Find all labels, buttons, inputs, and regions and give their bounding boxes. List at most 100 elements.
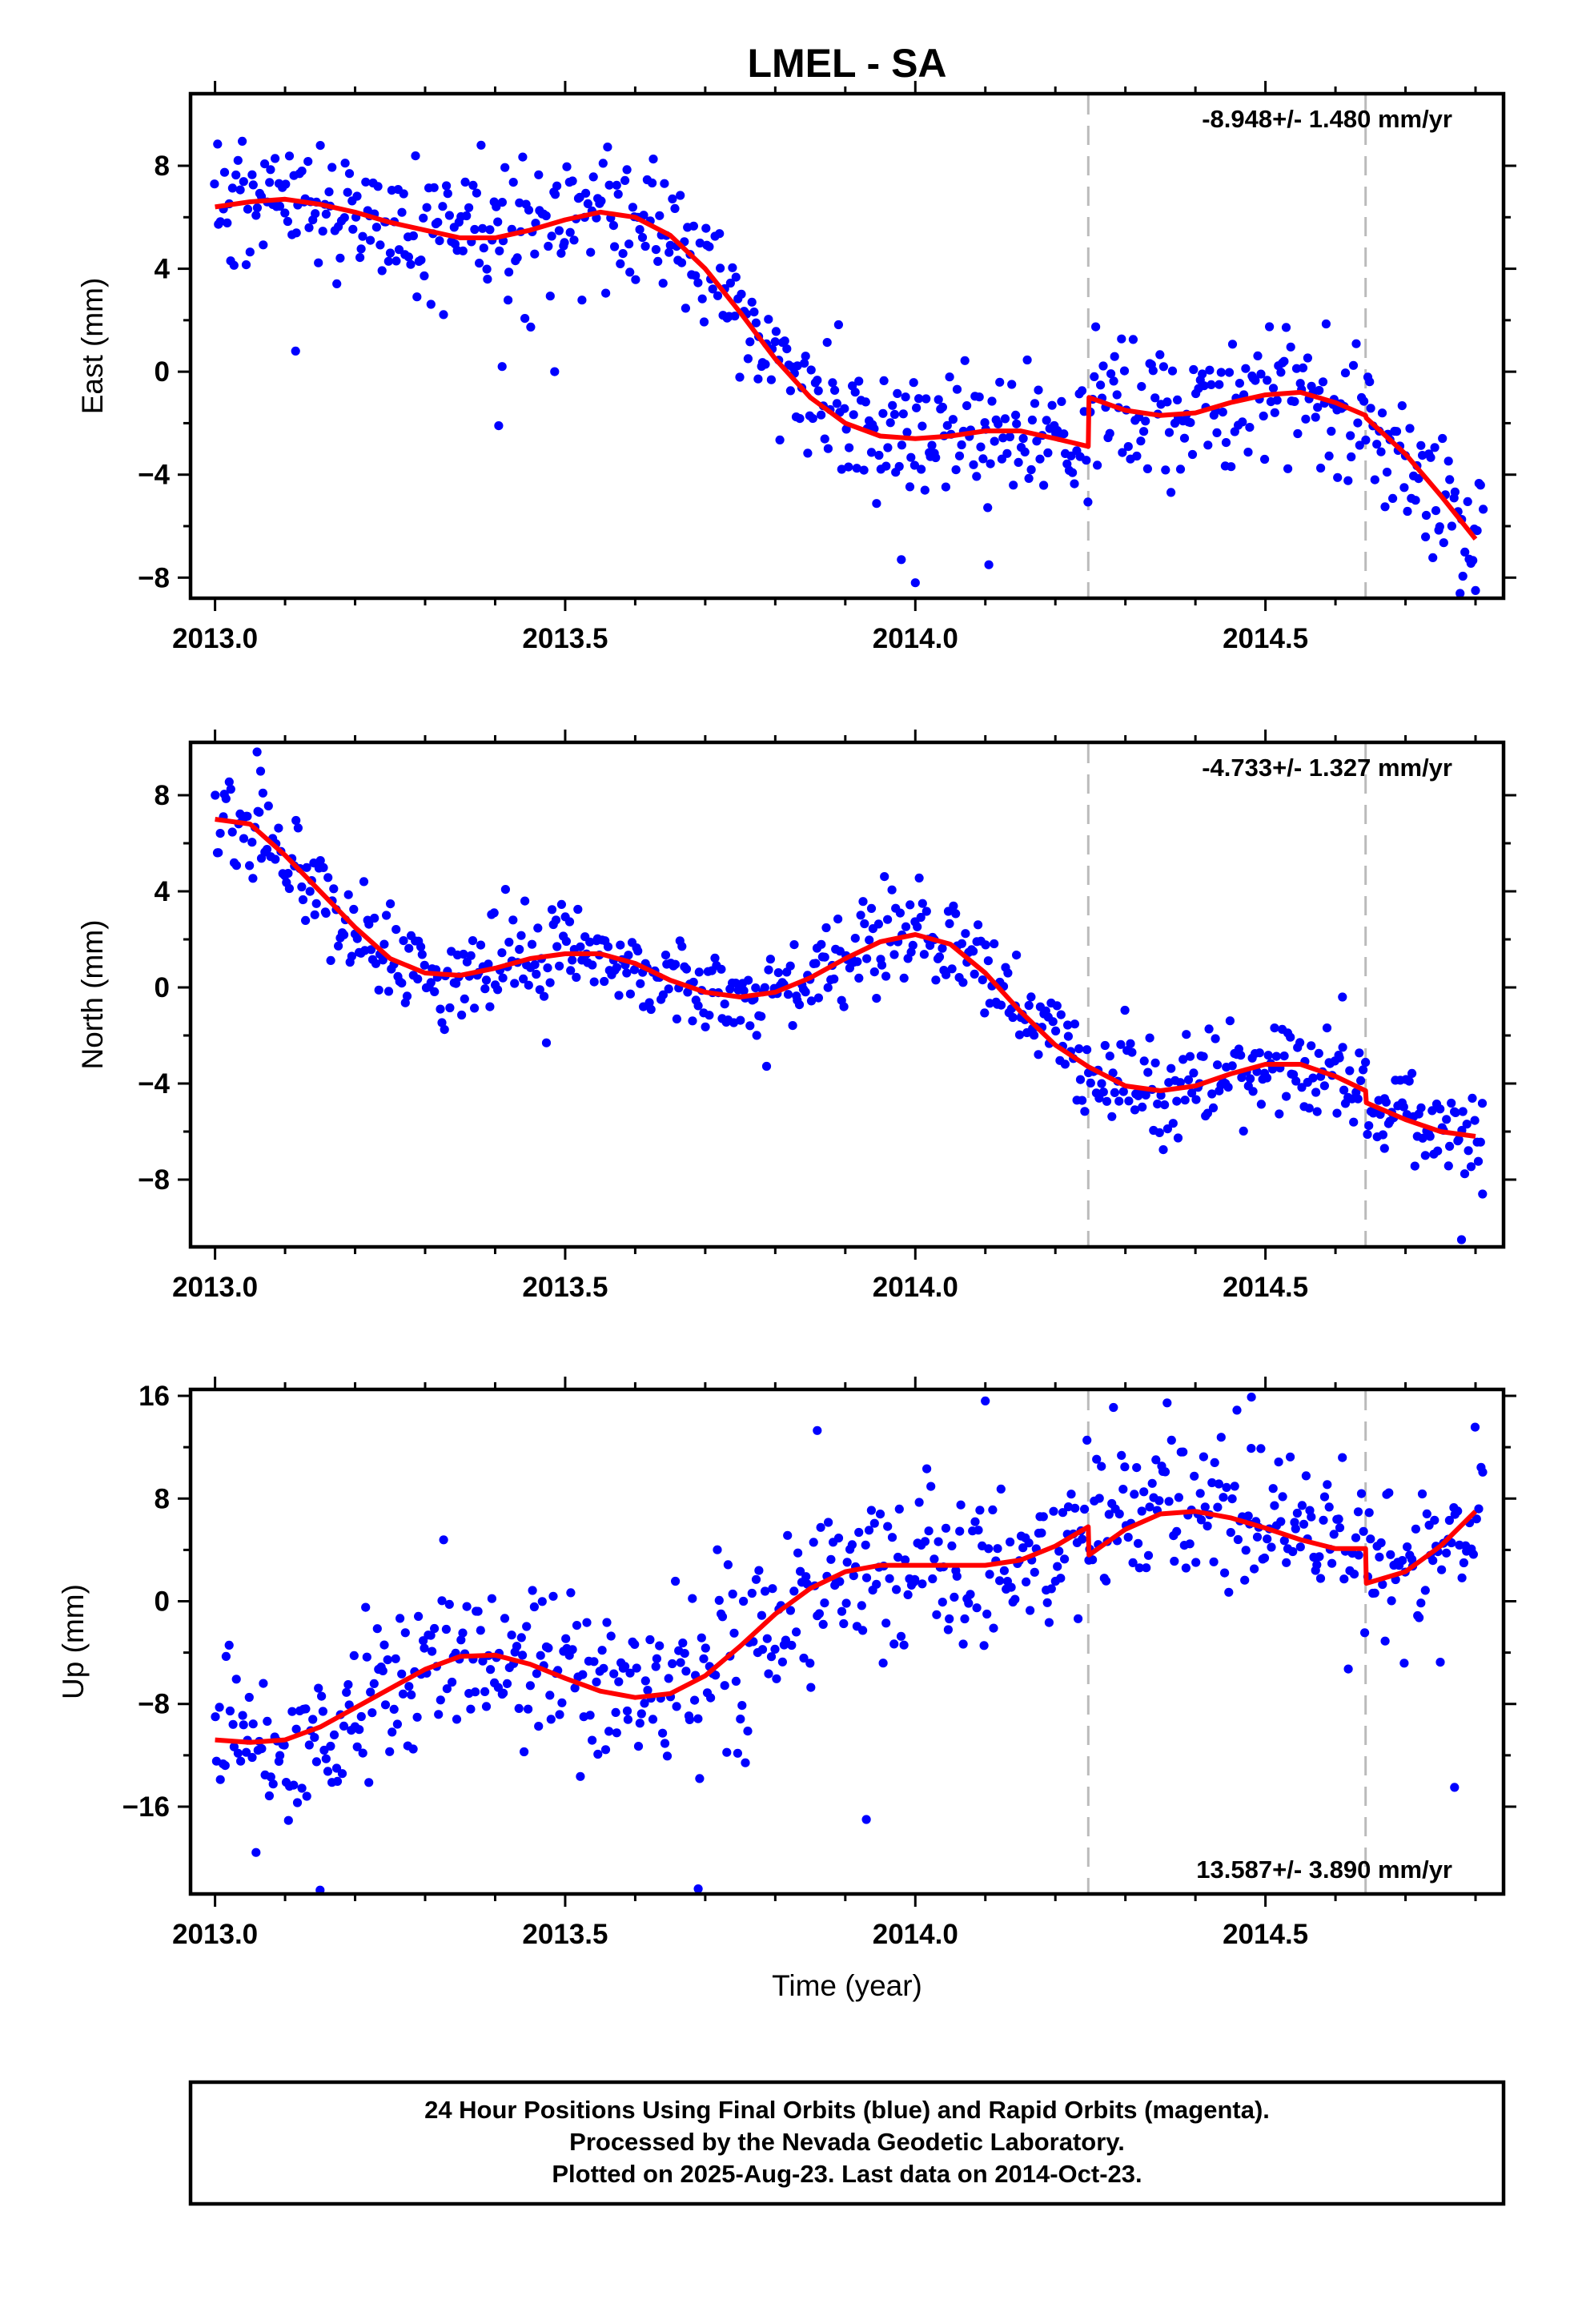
data-point (1343, 1664, 1353, 1674)
data-point (625, 1668, 635, 1678)
data-point (248, 1719, 258, 1729)
data-point (458, 1628, 468, 1638)
data-point (317, 1691, 327, 1701)
data-point (349, 904, 359, 915)
data-point (495, 246, 504, 255)
data-point (1447, 521, 1456, 531)
data-point (792, 1627, 801, 1637)
data-point (1006, 1582, 1016, 1592)
data-point (839, 1002, 849, 1011)
data-point (1054, 1546, 1064, 1556)
data-point (648, 178, 657, 188)
data-point (566, 1588, 576, 1598)
data-point (1354, 1550, 1363, 1560)
data-point (1166, 1063, 1176, 1073)
data-point (1382, 468, 1392, 477)
data-point (1478, 1467, 1488, 1477)
data-point (1018, 433, 1028, 444)
data-point (1279, 1051, 1289, 1061)
data-point (386, 899, 396, 909)
data-point (1353, 418, 1363, 428)
data-point (1442, 1548, 1452, 1558)
data-point (430, 1623, 440, 1634)
data-point (1185, 1051, 1195, 1061)
data-point (400, 1628, 410, 1638)
data-point (287, 1707, 297, 1716)
panels: 2013.0 2013.5 2014.0 2014.5 8 4 0 −4 −8 East (mm)… (57, 81, 1516, 2002)
data-point (304, 223, 314, 232)
data-point (970, 1517, 980, 1526)
data-point (554, 226, 564, 235)
data-point (422, 203, 432, 212)
data-point (291, 228, 301, 238)
data-point (1128, 335, 1138, 344)
data-point (556, 248, 566, 258)
data-point (339, 1721, 349, 1731)
data-point (593, 1749, 603, 1759)
data-point (1098, 1088, 1108, 1097)
data-point (397, 207, 407, 217)
data-point (664, 1674, 673, 1683)
data-point (1307, 1041, 1316, 1051)
data-point (1351, 1533, 1361, 1542)
data-point (1043, 448, 1053, 458)
data-point (548, 1591, 558, 1601)
data-point (972, 1603, 982, 1613)
data-point (239, 1720, 248, 1730)
data-point (731, 979, 741, 988)
x-tick-label: 2014.0 (873, 1919, 958, 1950)
data-point (397, 979, 407, 988)
data-point (1262, 1073, 1272, 1083)
data-point (231, 170, 241, 180)
data-point (788, 1021, 797, 1031)
data-point (757, 1610, 767, 1620)
data-point (752, 1031, 761, 1040)
data-point (782, 344, 792, 354)
data-point (586, 247, 596, 257)
data-point (1191, 1558, 1201, 1567)
data-point (1042, 416, 1051, 425)
data-point (1312, 1560, 1322, 1570)
data-point (785, 386, 796, 396)
data-point (589, 1657, 599, 1667)
data-point (869, 1518, 879, 1528)
data-point (1433, 1146, 1443, 1156)
data-point (1158, 362, 1168, 372)
data-point (1387, 1596, 1396, 1606)
data-point (901, 1555, 910, 1565)
data-point (1435, 1104, 1445, 1114)
data-point (1230, 1482, 1239, 1491)
data-point (1473, 1156, 1484, 1166)
data-point (1164, 428, 1174, 437)
data-point (1167, 366, 1178, 376)
data-point (1267, 1064, 1278, 1074)
data-point (566, 966, 576, 975)
data-point (1281, 323, 1291, 332)
data-point (581, 188, 591, 198)
data-point (947, 964, 957, 974)
data-point (1370, 475, 1379, 485)
data-point (949, 901, 958, 911)
data-point (1468, 1550, 1478, 1559)
data-point (612, 180, 621, 190)
plot-frame (188, 91, 1506, 601)
data-point (537, 1597, 547, 1606)
data-point (903, 1590, 913, 1599)
data-point (444, 211, 455, 220)
data-point (620, 175, 630, 185)
data-point (1074, 1614, 1083, 1623)
data-point (820, 434, 829, 444)
data-point (252, 203, 262, 213)
data-point (402, 991, 412, 1001)
x-tick-label: 2013.0 (172, 1272, 258, 1303)
data-point (637, 232, 648, 243)
data-point (640, 1699, 649, 1708)
data-point (373, 182, 383, 191)
data-point (1198, 369, 1207, 379)
data-point (865, 935, 874, 945)
data-point (1134, 1538, 1143, 1548)
data-point (1442, 1115, 1452, 1124)
data-point (745, 337, 755, 347)
data-point (1243, 1511, 1253, 1521)
data-point (894, 461, 904, 472)
